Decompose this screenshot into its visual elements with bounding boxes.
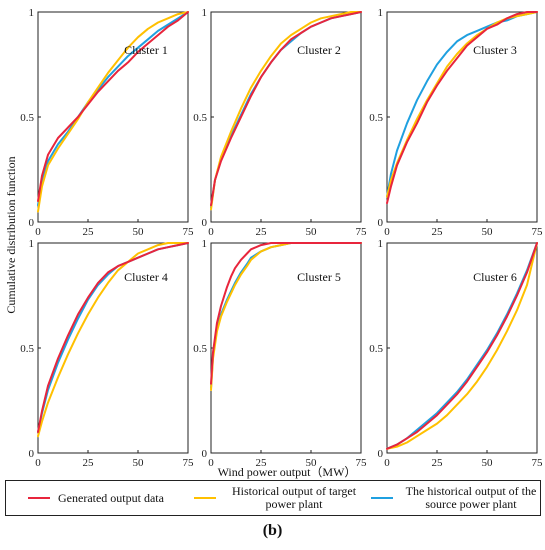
x-tick-label: 50: [133, 226, 145, 238]
series-line-generated: [386, 11, 538, 205]
y-tick-label: 0: [29, 448, 35, 460]
y-tick-label: 0.5: [20, 112, 34, 124]
x-tick-label: 25: [83, 226, 95, 238]
x-tick-label: 75: [183, 457, 195, 469]
x-tick-label: 25: [432, 457, 444, 469]
y-tick-label: 1: [202, 238, 208, 250]
y-tick-label: 0: [378, 217, 384, 229]
y-tick-label: 1: [202, 7, 208, 19]
series-line-target: [386, 11, 538, 198]
chart-panel-3: 0 25 50 75 0 0.5 1 Cluster 3: [369, 7, 543, 238]
panel-title: Cluster 4: [124, 270, 168, 284]
chart-panel-5: 0 25 50 75 0 0.5 1 Cluster 5: [193, 238, 367, 469]
panel-title: Cluster 1: [124, 43, 168, 57]
series-line-target: [386, 242, 538, 450]
y-tick-label: 0: [202, 448, 208, 460]
y-axis-label: Cumulative distribution function: [4, 156, 18, 313]
x-tick-label: 25: [432, 226, 444, 238]
x-tick-label: 75: [356, 457, 368, 469]
y-tick-label: 0.5: [369, 112, 383, 124]
legend: Generated output data Historical output …: [5, 480, 541, 516]
series-line-generated: [386, 242, 538, 450]
series-line-generated: [210, 242, 362, 385]
y-tick-label: 1: [378, 7, 384, 19]
legend-swatch-red: [28, 497, 50, 499]
legend-item-target: Historical output of target power plant: [194, 481, 364, 515]
panel-title: Cluster 5: [297, 270, 341, 284]
x-tick-label: 25: [256, 457, 268, 469]
x-tick-label: 50: [306, 226, 318, 238]
series-line-generated: [37, 242, 189, 433]
series-line-source: [37, 11, 189, 207]
x-tick-label: 0: [208, 457, 214, 469]
legend-label: Generated output data: [58, 490, 164, 505]
chart-panel-6: 0 25 50 75 0 0.5 1 Cluster 6: [369, 238, 543, 469]
series-line-generated: [37, 11, 189, 202]
chart-panels: 0 25 50 75 0 0.5 1 Cluster 1 0 25 50 75 0 0.5 1 Cluster…: [20, 7, 543, 469]
x-tick-label: 25: [256, 226, 268, 238]
y-tick-label: 0: [29, 217, 35, 229]
series-line-target: [37, 11, 189, 213]
panel-title: Cluster 2: [297, 43, 341, 57]
x-tick-label: 50: [133, 457, 145, 469]
x-tick-label: 75: [532, 457, 544, 469]
x-tick-label: 50: [482, 457, 494, 469]
x-tick-label: 25: [83, 457, 95, 469]
x-tick-label: 0: [35, 457, 41, 469]
legend-item-generated: Generated output data: [28, 481, 164, 515]
x-tick-label: 0: [35, 226, 41, 238]
y-tick-label: 0.5: [193, 112, 207, 124]
chart-panel-2: 0 25 50 75 0 0.5 1 Cluster 2: [193, 7, 367, 238]
x-tick-label: 50: [306, 457, 318, 469]
figure-caption: (b): [262, 522, 283, 539]
series-line-generated: [210, 11, 362, 207]
chart-panel-4: 0 25 50 75 0 0.5 1 Cluster 4: [20, 238, 194, 469]
y-tick-label: 0: [202, 217, 208, 229]
x-tick-label: 0: [384, 226, 390, 238]
y-tick-label: 1: [29, 7, 35, 19]
panel-title: Cluster 3: [473, 43, 517, 57]
figure-canvas: Cumulative distribution function Wind po…: [4, 7, 543, 479]
y-tick-label: 0.5: [369, 343, 383, 355]
legend-label: Historical output of target power plant: [231, 484, 357, 511]
legend-swatch-blue: [371, 497, 393, 499]
chart-panel-1: 0 25 50 75 0 0.5 1 Cluster 1: [20, 7, 194, 238]
series-line-target: [210, 242, 362, 391]
x-axis-label: Wind power output（MW）: [218, 465, 357, 479]
x-tick-label: 75: [532, 226, 544, 238]
y-tick-label: 1: [378, 238, 384, 250]
x-tick-label: 0: [384, 457, 390, 469]
x-tick-label: 75: [356, 226, 368, 238]
series-line-source: [210, 242, 362, 389]
legend-label: The historical output of the source powe…: [405, 484, 537, 511]
panel-title: Cluster 6: [473, 270, 517, 284]
legend-item-source: The historical output of the source powe…: [371, 481, 541, 515]
y-tick-label: 0.5: [193, 343, 207, 355]
y-tick-label: 1: [29, 238, 35, 250]
y-tick-label: 0: [378, 448, 384, 460]
series-line-source: [210, 11, 362, 209]
legend-swatch-yellow: [194, 497, 216, 499]
x-tick-label: 50: [482, 226, 494, 238]
x-tick-label: 75: [183, 226, 195, 238]
series-line-target: [37, 242, 189, 438]
series-line-target: [210, 11, 362, 211]
series-line-source: [386, 11, 538, 198]
x-tick-label: 0: [208, 226, 214, 238]
y-tick-label: 0.5: [20, 343, 34, 355]
